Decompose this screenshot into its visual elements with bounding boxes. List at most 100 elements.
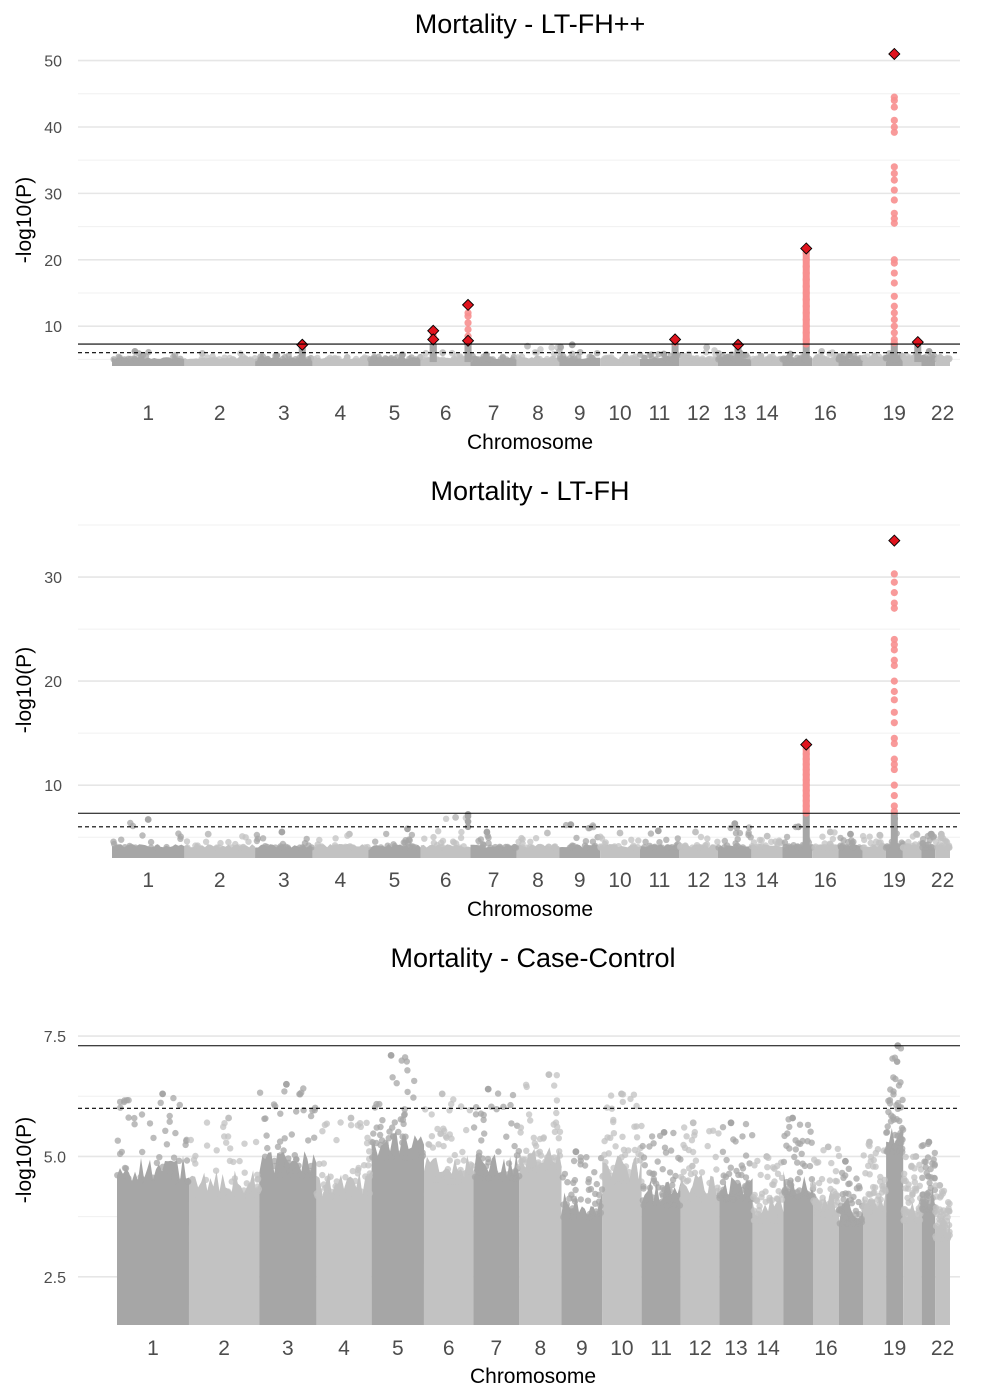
snp-point <box>696 1183 704 1191</box>
snp-point <box>294 1166 301 1174</box>
snp-point <box>887 1118 895 1125</box>
snp-point <box>391 1119 398 1126</box>
snp-point <box>874 1146 882 1153</box>
x-tick-label: 2 <box>214 869 226 892</box>
snp-point <box>171 1174 178 1182</box>
snp-point <box>430 833 437 841</box>
snp-point <box>401 1054 409 1061</box>
snp-point <box>152 1178 159 1185</box>
lead-snp-marker <box>888 47 901 61</box>
snp-point <box>902 1153 909 1161</box>
snp-point <box>382 1139 389 1147</box>
snp-point <box>751 1191 758 1199</box>
snp-point <box>261 1153 269 1160</box>
snp-point <box>471 1173 479 1181</box>
snp-point <box>435 1141 442 1148</box>
snp-point <box>610 844 618 851</box>
snp-point <box>835 1152 843 1160</box>
snp-point <box>342 1174 349 1181</box>
snp-point <box>931 1149 938 1157</box>
snp-point <box>601 1137 608 1145</box>
snp-point <box>330 356 337 363</box>
snp-point <box>794 1193 802 1200</box>
snp-point <box>833 1178 841 1185</box>
snp-point <box>742 1120 750 1128</box>
snp-point <box>931 1174 938 1182</box>
snp-point <box>598 1186 606 1193</box>
x-tick-label: 13 <box>724 1337 747 1360</box>
snp-point <box>876 1206 884 1214</box>
snp-point <box>157 1099 164 1107</box>
snp-point <box>814 356 821 363</box>
snp-point <box>916 1161 923 1169</box>
snp-point <box>127 355 134 363</box>
x-tick-label: 12 <box>687 402 710 425</box>
snp-point <box>760 1217 768 1224</box>
snp-point <box>461 1178 468 1185</box>
snp-point <box>281 1135 288 1142</box>
snp-point <box>663 1191 670 1198</box>
snp-point <box>669 1181 676 1189</box>
snp-point <box>672 1172 679 1180</box>
significant-snp <box>890 719 898 727</box>
x-tick-label: 16 <box>814 1337 837 1360</box>
snp-point <box>305 356 312 363</box>
snp-point <box>156 1169 163 1176</box>
snp-point <box>889 1055 896 1062</box>
snp-point <box>848 1200 856 1207</box>
snp-point <box>587 1185 595 1193</box>
snp-point <box>834 1192 841 1200</box>
snp-point <box>582 838 590 845</box>
snp-point <box>749 1132 756 1139</box>
snp-point <box>683 1178 690 1185</box>
snp-point <box>785 843 792 850</box>
snp-point <box>371 355 378 362</box>
snp-point <box>426 1141 433 1148</box>
significant-snp <box>890 791 898 800</box>
snp-point <box>911 1210 919 1218</box>
lead-snp-marker <box>427 333 440 346</box>
snp-point <box>703 344 711 351</box>
snp-point <box>931 1161 938 1168</box>
snp-point <box>751 1217 758 1224</box>
snp-point <box>225 838 232 846</box>
x-tick-label: 22 <box>931 402 954 425</box>
significant-snp <box>890 116 898 124</box>
snp-point <box>358 1188 365 1195</box>
snp-point <box>849 844 857 851</box>
snp-point <box>685 1146 692 1154</box>
snp-point <box>916 1182 923 1190</box>
snp-point <box>646 1184 654 1192</box>
significant-snp <box>890 635 898 644</box>
snp-point <box>681 1124 688 1131</box>
gridlines <box>78 59 960 360</box>
snp-point <box>925 1189 933 1196</box>
snp-point <box>572 1148 580 1156</box>
x-tick-label: 8 <box>532 869 544 892</box>
snp-point <box>167 1168 174 1175</box>
chromosome-block-18 <box>863 1189 887 1325</box>
snp-point <box>714 838 721 845</box>
snp-point <box>866 1171 873 1178</box>
snp-point <box>555 1135 562 1142</box>
snp-point <box>324 1175 331 1183</box>
snp-point <box>734 1179 741 1187</box>
snp-point <box>387 1052 395 1059</box>
snp-point <box>819 1211 826 1218</box>
snp-point <box>203 1142 211 1149</box>
snp-point <box>746 1160 753 1167</box>
snp-point <box>442 815 450 822</box>
snp-point <box>622 1163 630 1170</box>
snp-point <box>551 843 559 850</box>
snp-point <box>663 836 670 843</box>
snp-point <box>527 1152 534 1160</box>
significant-snp <box>802 329 810 337</box>
snp-point <box>119 1178 127 1185</box>
snp-point <box>472 1111 480 1118</box>
snp-point <box>227 1145 234 1152</box>
snp-point <box>385 1135 392 1142</box>
data-points <box>114 1042 953 1242</box>
snp-point <box>170 1154 178 1161</box>
snp-point <box>573 834 580 842</box>
lead-snp-marker <box>461 334 475 347</box>
